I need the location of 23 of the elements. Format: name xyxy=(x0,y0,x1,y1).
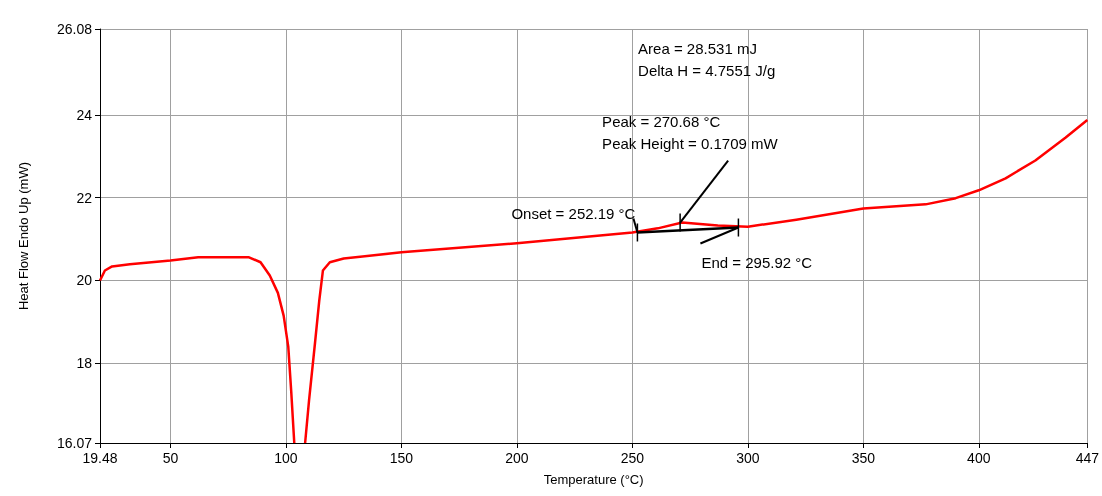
annotation: Peak = 270.68 °C Peak Height = 0.1709 mW xyxy=(602,113,779,153)
y-tick-label: 16.07 xyxy=(56,435,93,451)
x-tick-label: 100 xyxy=(274,450,298,466)
x-tick-label: 250 xyxy=(620,450,645,466)
x-tick-label: 447 xyxy=(1075,450,1100,466)
x-tick-label: 350 xyxy=(851,450,876,466)
annotation: Area = 28.531 mJ xyxy=(638,40,757,57)
y-tick-label: 22 xyxy=(76,189,93,206)
y-tick-label: 26.08 xyxy=(56,21,93,37)
y-tick-label: 24 xyxy=(76,107,93,124)
x-tick-label: 19.48 xyxy=(82,450,118,466)
y-tick-label: 18 xyxy=(76,355,93,372)
x-axis-title: Temperature (°C) xyxy=(543,472,644,487)
annotation: Delta H = 4.7551 J/g xyxy=(638,62,776,79)
x-tick-label: 200 xyxy=(505,450,529,466)
annotation: Onset = 252.19 °C xyxy=(511,204,636,222)
x-tick-label: 400 xyxy=(967,450,991,466)
x-tick-label: 50 xyxy=(162,450,179,466)
x-tick-label: 300 xyxy=(736,450,760,466)
y-tick-label: 20 xyxy=(76,272,93,289)
x-tick-label: 150 xyxy=(389,450,414,466)
y-axis-title: Heat Flow Endo Up (mW) xyxy=(16,161,31,311)
annotation: End = 295.92 °C xyxy=(701,254,813,272)
